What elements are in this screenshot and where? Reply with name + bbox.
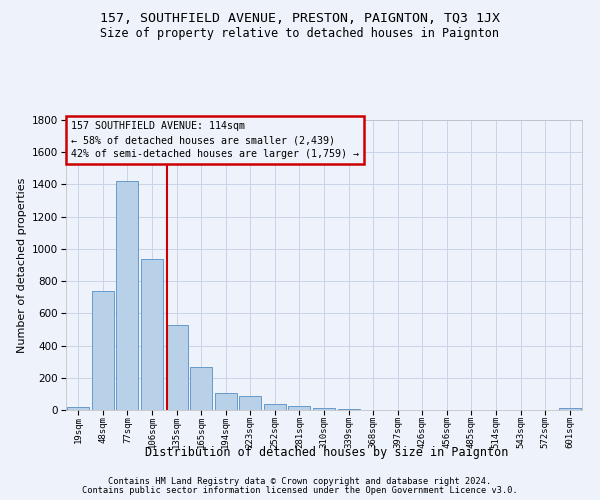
Bar: [559, 408, 581, 410]
Y-axis label: Number of detached properties: Number of detached properties: [17, 178, 26, 352]
Bar: [67, 407, 89, 410]
Bar: [239, 396, 262, 410]
Bar: [338, 409, 359, 410]
Bar: [92, 291, 114, 410]
Text: 157 SOUTHFIELD AVENUE: 114sqm
← 58% of detached houses are smaller (2,439)
42% o: 157 SOUTHFIELD AVENUE: 114sqm ← 58% of d…: [71, 122, 359, 160]
Bar: [313, 408, 335, 410]
Bar: [264, 404, 286, 410]
Text: Size of property relative to detached houses in Paignton: Size of property relative to detached ho…: [101, 28, 499, 40]
Bar: [141, 258, 163, 410]
Bar: [289, 406, 310, 410]
Text: Contains public sector information licensed under the Open Government Licence v3: Contains public sector information licen…: [82, 486, 518, 495]
Bar: [215, 393, 237, 410]
Text: Contains HM Land Registry data © Crown copyright and database right 2024.: Contains HM Land Registry data © Crown c…: [109, 477, 491, 486]
Bar: [166, 324, 188, 410]
Text: Distribution of detached houses by size in Paignton: Distribution of detached houses by size …: [145, 446, 509, 459]
Bar: [190, 368, 212, 410]
Bar: [116, 181, 139, 410]
Text: 157, SOUTHFIELD AVENUE, PRESTON, PAIGNTON, TQ3 1JX: 157, SOUTHFIELD AVENUE, PRESTON, PAIGNTO…: [100, 12, 500, 26]
